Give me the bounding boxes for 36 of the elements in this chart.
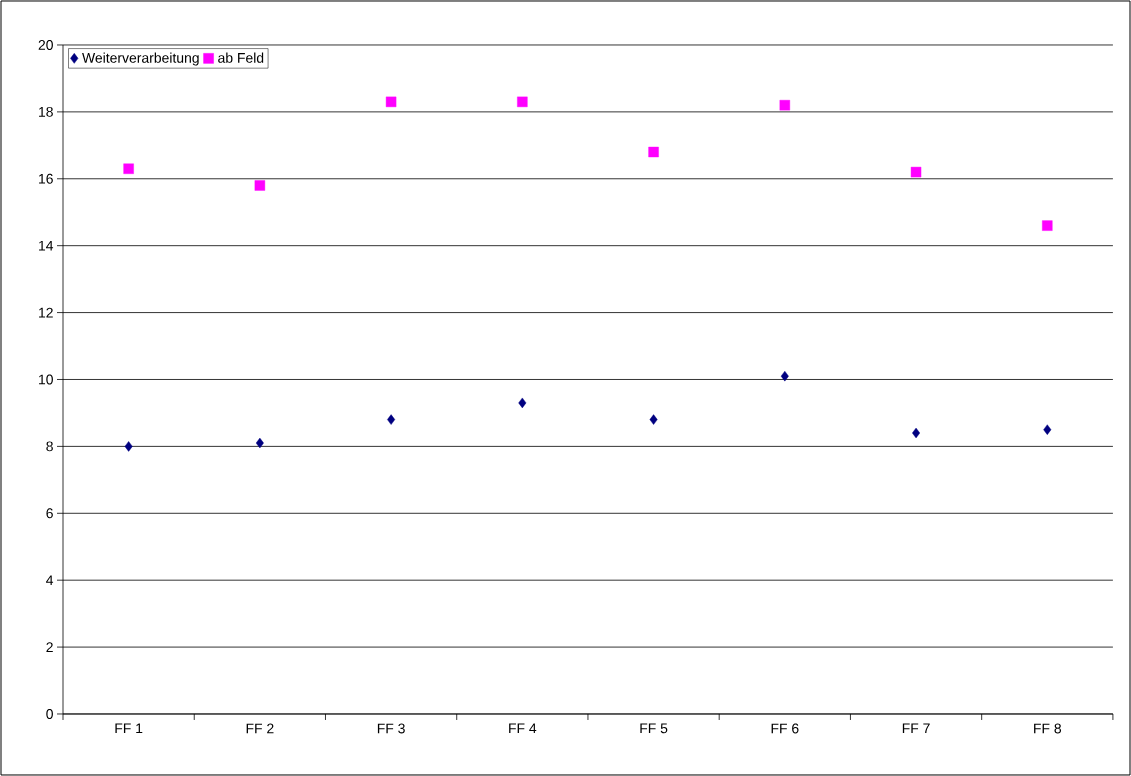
point (123, 163, 134, 174)
point (387, 414, 396, 425)
x-tick-label: FF 6 (771, 723, 799, 734)
legend-label: ab Feld (218, 52, 264, 63)
x-tick-label: FF 8 (1034, 723, 1062, 734)
y-tick-label: 16 (39, 173, 53, 184)
point (779, 99, 791, 111)
point (648, 146, 659, 158)
point (254, 180, 266, 191)
y-tick-label: 0 (46, 709, 53, 719)
legend-label: Weiterverarbeitung (82, 52, 199, 66)
x-tick-label: FF 2 (246, 723, 274, 734)
point (780, 370, 789, 382)
y-tick-label: 2 (46, 642, 53, 652)
y-tick-label: 8 (46, 441, 53, 452)
point (1043, 424, 1052, 435)
point (517, 96, 528, 108)
point (649, 414, 658, 425)
point (1042, 220, 1053, 231)
y-tick-label: 12 (39, 307, 53, 318)
x-tick-label: FF 5 (640, 723, 668, 734)
x-tick-label: FF 4 (509, 723, 537, 734)
y-tick-label: 10 (39, 374, 53, 385)
y-tick-label: 4 (46, 575, 54, 585)
point (124, 441, 133, 452)
point (385, 96, 397, 108)
y-tick-label: 14 (39, 240, 54, 251)
y-tick-label: 18 (39, 106, 53, 117)
y-tick-label: 20 (38, 40, 53, 50)
x-tick-label: FF 3 (377, 723, 405, 734)
x-tick-label: FF 1 (115, 723, 143, 734)
point (518, 397, 527, 409)
x-tick-label: FF 7 (902, 723, 930, 734)
point (255, 437, 264, 449)
y-tick-label: 6 (46, 508, 53, 519)
point (910, 166, 922, 178)
